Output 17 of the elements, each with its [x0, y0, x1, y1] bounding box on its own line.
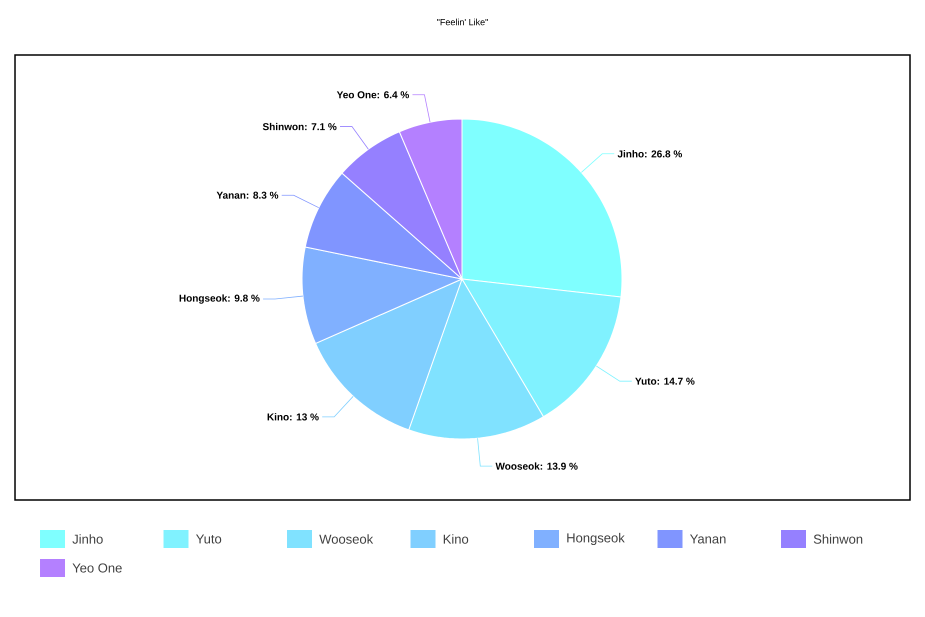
legend-label: Yeo One	[72, 563, 122, 573]
legend-label: Yanan	[690, 534, 726, 544]
data-label: Kino: 13 %	[268, 413, 319, 421]
data-label: Yuto: 14.7 %	[635, 378, 695, 385]
legend-label: Jinho	[72, 534, 103, 544]
data-label: Hongseok: 9.8 %	[180, 294, 260, 304]
data-label: Shinwon: 7.1 %	[262, 122, 337, 130]
data-label: Wooseok: 13.9 %	[496, 462, 578, 470]
data-label: Jinho: 26.8 %	[618, 150, 682, 158]
legend-label: Wooseok	[319, 534, 374, 544]
legend-label: Yuto	[196, 534, 222, 544]
chart-title: "Feelin' Like"	[437, 18, 488, 26]
data-label: Yanan: 8.3 %	[216, 192, 278, 199]
legend-label: Hongseok	[567, 532, 625, 546]
legend-label: Shinwon	[814, 534, 862, 544]
legend-label: Kino	[444, 534, 468, 544]
data-label: Yeo One: 6.4 %	[336, 91, 409, 98]
